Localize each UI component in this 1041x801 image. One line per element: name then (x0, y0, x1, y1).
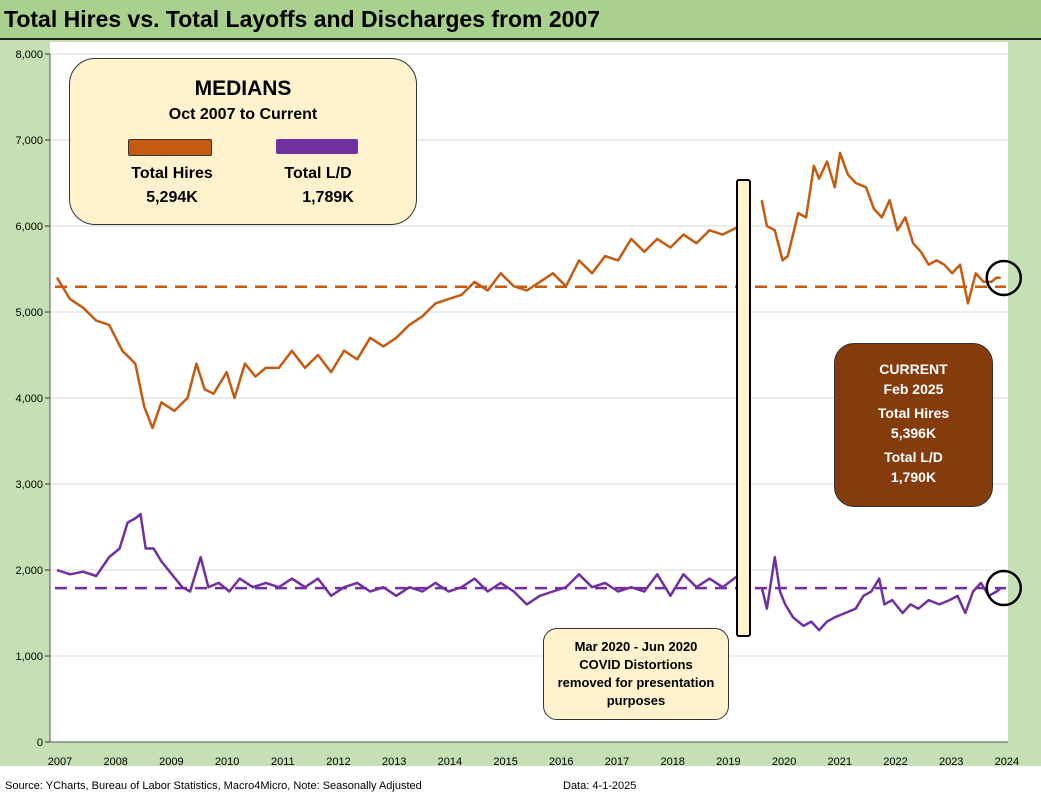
current-hires-value: 5,396K (890, 425, 937, 441)
ld-current-circle (985, 569, 1023, 607)
medians-subheading: Oct 2007 to Current (168, 106, 318, 123)
chart-title: Total Hires vs. Total Layoffs and Discha… (4, 6, 601, 32)
x-tick-label: 2007 (48, 756, 72, 768)
covid-note-line: Mar 2020 - Jun 2020 (574, 639, 698, 654)
x-tick-label: 2015 (493, 756, 517, 768)
hires-legend-swatch (128, 139, 212, 156)
data-date: Data: 4-1-2025 (563, 780, 637, 792)
covid-gap-bar (736, 179, 751, 637)
y-tick-label: 3,000 (15, 479, 43, 491)
x-tick-label: 2022 (883, 756, 907, 768)
x-tick-label: 2010 (215, 756, 239, 768)
current-box: CURRENT Feb 2025 Total Hires 5,396K Tota… (834, 343, 993, 507)
source-note: Source: YCharts, Bureau of Labor Statist… (5, 780, 422, 792)
x-tick-label: 2016 (549, 756, 573, 768)
x-tick-label: 2019 (716, 756, 740, 768)
y-tick-label: 6,000 (15, 221, 43, 233)
x-tick-label: 2014 (438, 756, 462, 768)
ld-series-line (56, 512, 1002, 632)
y-tick-label: 5,000 (15, 307, 43, 319)
y-tick-label: 0 (37, 737, 43, 749)
covid-note: Mar 2020 - Jun 2020 COVID Distortions re… (543, 628, 729, 720)
x-tick-label: 2020 (772, 756, 796, 768)
medians-heading: MEDIANS (194, 77, 292, 100)
covid-note-line: removed for presentation (557, 675, 715, 690)
medians-ld-label: Total L/D (284, 165, 352, 182)
hires-current-circle (985, 259, 1023, 297)
x-tick-label: 2018 (660, 756, 684, 768)
medians-hires-label: Total Hires (131, 165, 213, 182)
x-tick-label: 2013 (382, 756, 406, 768)
x-tick-label: 2024 (995, 756, 1019, 768)
hires-series-line (55, 151, 1001, 430)
ld-legend-swatch (276, 139, 358, 154)
x-tick-label: 2023 (939, 756, 963, 768)
x-tick-label: 2017 (605, 756, 629, 768)
y-tick-label: 8,000 (15, 49, 43, 61)
y-tick-label: 4,000 (15, 393, 43, 405)
y-tick-label: 7,000 (15, 135, 43, 147)
medians-box: MEDIANS Oct 2007 to Current Total Hires … (69, 58, 417, 225)
y-tick-label: 2,000 (15, 565, 43, 577)
covid-note-line: COVID Distortions (579, 657, 693, 672)
medians-ld-value: 1,789K (302, 189, 354, 206)
x-tick-label: 2012 (326, 756, 350, 768)
covid-note-line: purposes (606, 693, 666, 708)
current-date: Feb 2025 (883, 381, 944, 397)
current-hires-label: Total Hires (877, 405, 950, 421)
x-tick-label: 2021 (828, 756, 852, 768)
x-tick-label: 2011 (271, 756, 295, 768)
y-tick-label: 1,000 (15, 651, 43, 663)
x-tick-label: 2009 (159, 756, 183, 768)
current-ld-value: 1,790K (890, 469, 937, 485)
title-bar: Total Hires vs. Total Layoffs and Discha… (0, 0, 1041, 40)
x-tick-label: 2008 (103, 756, 127, 768)
current-ld-label: Total L/D (884, 449, 943, 465)
current-heading: CURRENT (879, 361, 948, 377)
medians-hires-value: 5,294K (146, 189, 198, 206)
